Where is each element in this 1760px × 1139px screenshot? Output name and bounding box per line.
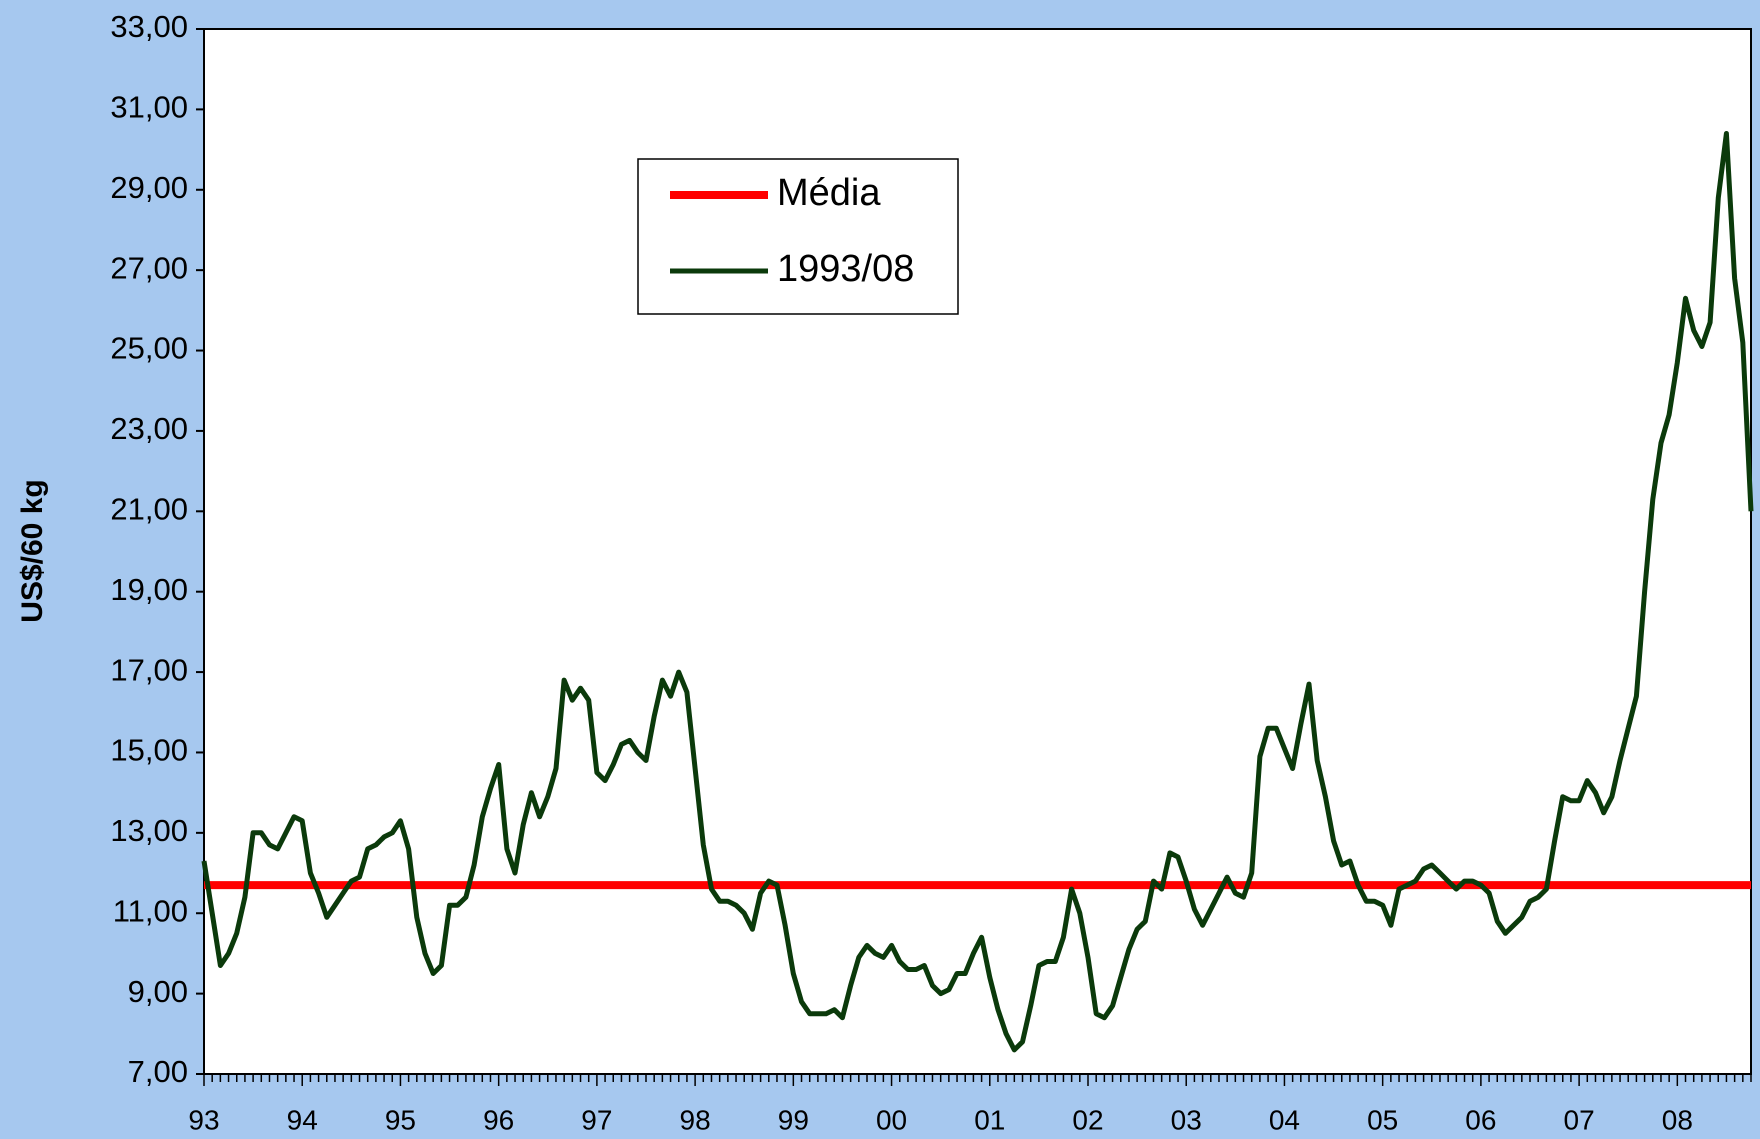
x-tick-label: 06 — [1465, 1104, 1496, 1135]
x-tick-label: 02 — [1072, 1104, 1103, 1135]
legend-label: 1993/08 — [777, 248, 914, 290]
data-line — [201, 131, 1754, 1053]
y-tick-label: 7,00 — [128, 1054, 188, 1089]
y-tick-label: 13,00 — [110, 813, 188, 848]
x-tick-label: 01 — [974, 1104, 1005, 1135]
y-axis-label: US$/60 kg — [16, 479, 49, 622]
y-tick-label: 15,00 — [110, 733, 188, 768]
y-tick-label: 29,00 — [110, 170, 188, 205]
x-tick-label: 08 — [1662, 1104, 1693, 1135]
x-tick-label: 93 — [188, 1104, 219, 1135]
y-tick-label: 19,00 — [110, 572, 188, 607]
legend-label: Média — [777, 172, 881, 214]
x-tick-label: 96 — [483, 1104, 514, 1135]
y-tick-label: 25,00 — [110, 331, 188, 366]
x-tick-label: 98 — [680, 1104, 711, 1135]
x-tick-label: 00 — [876, 1104, 907, 1135]
y-tick-label: 23,00 — [110, 411, 188, 446]
legend-box — [637, 158, 959, 315]
y-tick-label: 27,00 — [110, 250, 188, 285]
x-tick-label: 94 — [287, 1104, 318, 1135]
x-tick-label: 07 — [1564, 1104, 1595, 1135]
y-tick-label: 31,00 — [110, 90, 188, 125]
x-tick-label: 97 — [581, 1104, 612, 1135]
y-tick-label: 9,00 — [128, 974, 188, 1009]
x-tick-label: 04 — [1269, 1104, 1300, 1135]
x-tick-label: 95 — [385, 1104, 416, 1135]
x-tick-label: 05 — [1367, 1104, 1398, 1135]
x-tick-label: 03 — [1171, 1104, 1202, 1135]
y-tick-label: 17,00 — [110, 652, 188, 687]
y-tick-label: 21,00 — [110, 491, 188, 526]
y-tick-label: 33,00 — [110, 9, 188, 44]
y-tick-label: 11,00 — [113, 893, 188, 928]
x-tick-label: 99 — [778, 1104, 809, 1135]
